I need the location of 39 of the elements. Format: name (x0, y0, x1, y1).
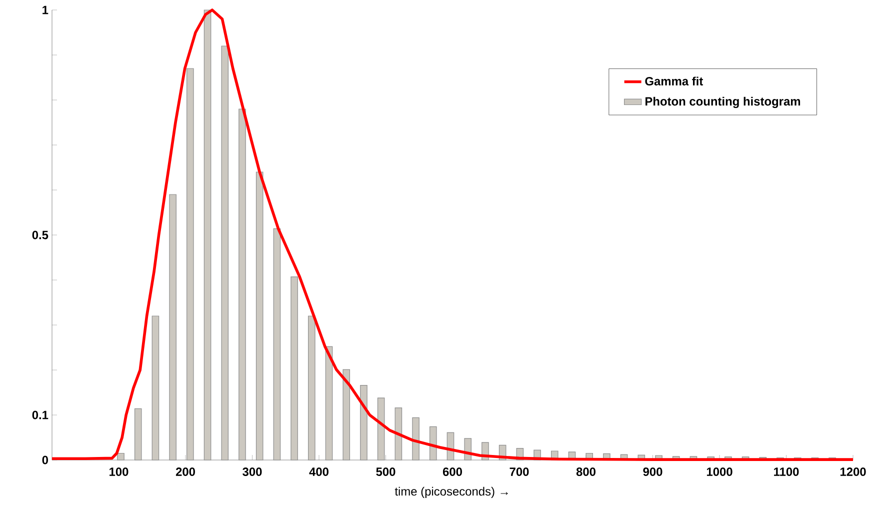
bar (117, 452, 124, 460)
bar (412, 417, 420, 460)
x-tick-label: 500 (376, 468, 396, 476)
x-tick-label: 900 (643, 468, 662, 476)
x-tick-label: 800 (576, 468, 596, 476)
legend-label: Photon counting histogram (646, 96, 800, 108)
x-tick-label: 400 (309, 468, 328, 476)
x-axis-title: time (picoseconds) → (394, 486, 508, 498)
y-tick-label: 0 (42, 456, 48, 464)
y-tick-label: 0.1 (32, 410, 48, 420)
x-tick-label: 1100 (774, 468, 799, 476)
bar (238, 108, 246, 460)
bar (273, 228, 281, 460)
y-tick-label: 0.5 (32, 230, 48, 240)
bar (308, 316, 316, 460)
bar (325, 346, 333, 460)
x-tick-label: 1200 (840, 468, 866, 476)
x-tick-label: 1000 (706, 468, 732, 476)
bar (360, 385, 368, 460)
bar (377, 398, 385, 460)
x-tick-label: 600 (442, 468, 462, 476)
x-tick-label: 100 (110, 468, 128, 476)
y-tick-label: 1 (42, 6, 48, 14)
x-tick-label: 300 (242, 468, 262, 476)
bar (204, 10, 212, 460)
bar (134, 408, 142, 460)
x-tick-label: 200 (176, 468, 195, 476)
bar (169, 194, 176, 460)
bar (256, 172, 264, 460)
bar (186, 68, 194, 460)
legend-label: Gamma fit (645, 76, 704, 86)
bar (290, 276, 298, 460)
x-tick-label: 700 (510, 468, 529, 476)
bar (152, 316, 160, 460)
bar (221, 46, 229, 460)
line-series (50, 8, 854, 461)
bar (430, 426, 437, 460)
bar (394, 408, 402, 460)
bar (342, 369, 350, 460)
